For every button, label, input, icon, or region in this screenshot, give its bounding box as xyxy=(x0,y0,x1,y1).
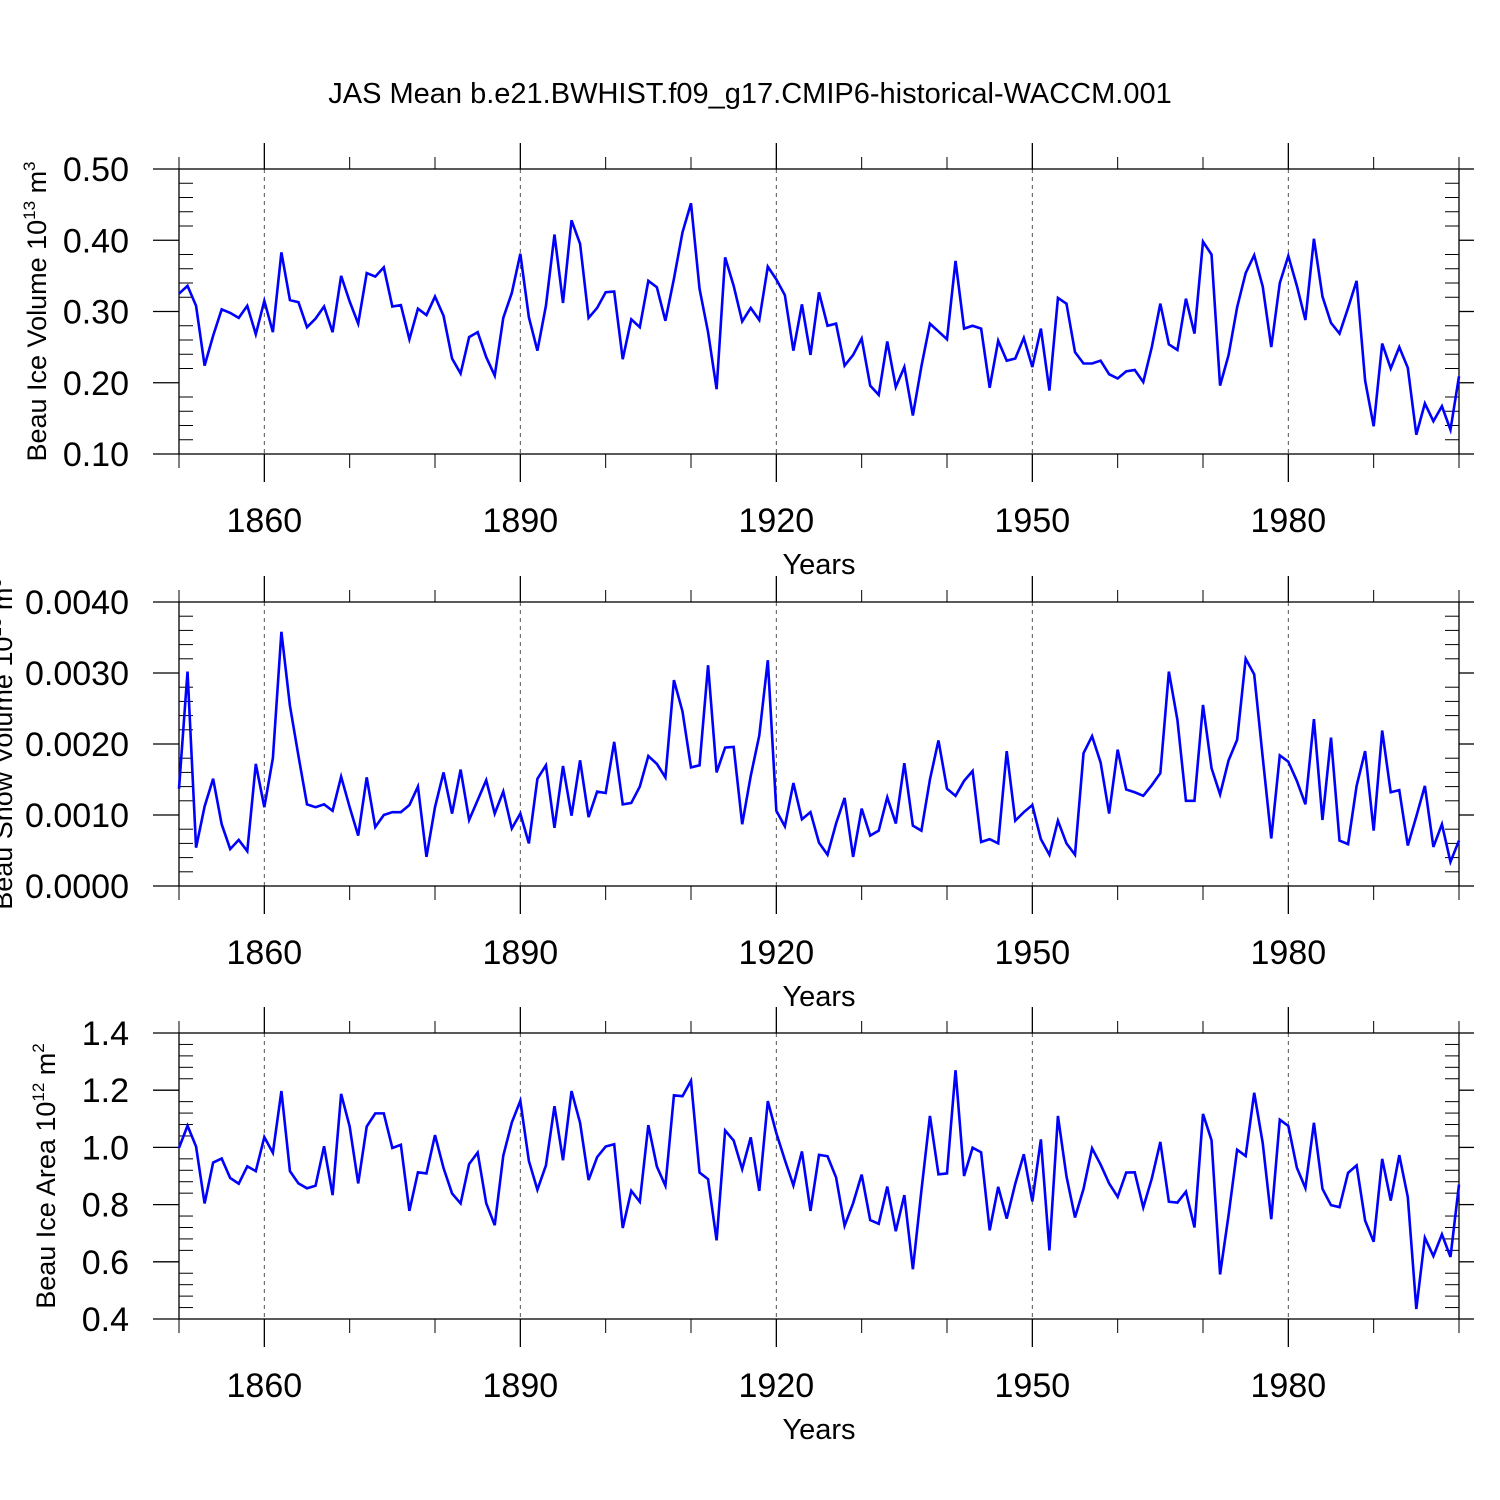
y-tick-label: 1.0 xyxy=(82,1129,129,1167)
x-tick-label: 1890 xyxy=(483,1367,559,1405)
y-tick-label: 0.30 xyxy=(63,294,129,332)
x-tick-label: 1920 xyxy=(739,934,815,972)
y-tick-label: 0.0020 xyxy=(25,726,129,764)
x-axis-label: Years xyxy=(782,549,855,581)
y-tick-label: 1.4 xyxy=(82,1015,129,1053)
y-tick-label: 0.4 xyxy=(82,1301,129,1339)
x-tick-label: 1980 xyxy=(1251,502,1327,540)
y-axis-label: Beau Ice Volume 1013 m3 xyxy=(20,161,52,461)
x-tick-label: 1890 xyxy=(483,934,559,972)
y-tick-label: 0.0040 xyxy=(25,584,129,622)
x-tick-label: 1980 xyxy=(1251,1367,1327,1405)
x-tick-label: 1890 xyxy=(483,502,559,540)
y-tick-label: 0.20 xyxy=(63,365,129,403)
x-tick-label: 1980 xyxy=(1251,934,1327,972)
plot-frame xyxy=(178,1032,1460,1320)
y-axis-label: Beau Snow Volume 1013 m3 xyxy=(0,578,18,910)
x-tick-label: 1920 xyxy=(739,502,815,540)
x-tick-label: 1920 xyxy=(739,1367,815,1405)
x-tick-label: 1950 xyxy=(995,934,1071,972)
y-tick-label: 0.0030 xyxy=(25,655,129,693)
y-tick-label: 0.10 xyxy=(63,436,129,474)
x-axis-label: Years xyxy=(782,981,855,1013)
x-tick-label: 1950 xyxy=(995,1367,1071,1405)
panel-3: 0.4 0.6 0.8 1.0 1.2 1.4 1860 1890 1920 1950 1980 Ye… xyxy=(29,1007,1474,1446)
panel-1: 0.10 0.20 0.30 0.40 0.50 1860 1890 1920 1950 1980… xyxy=(20,143,1474,581)
series-line xyxy=(178,202,1461,436)
x-tick-label: 1860 xyxy=(227,934,303,972)
x-axis-label: Years xyxy=(782,1414,855,1446)
series-line xyxy=(177,631,1461,867)
chart-title: JAS Mean b.e21.BWHIST.f09_g17.CMIP6-hist… xyxy=(328,78,1172,110)
y-tick-label: 0.8 xyxy=(82,1187,129,1225)
x-tick-label: 1950 xyxy=(995,502,1071,540)
y-tick-label: 0.0000 xyxy=(25,868,129,906)
x-tick-label: 1860 xyxy=(227,502,303,540)
y-tick-label: 0.50 xyxy=(63,151,129,189)
y-tick-label: 0.40 xyxy=(63,222,129,260)
y-tick-label: 0.0010 xyxy=(25,797,129,835)
y-tick-label: 1.2 xyxy=(82,1072,129,1110)
y-tick-label: 0.6 xyxy=(82,1244,129,1282)
y-axis-label: Beau Ice Area 1012 m2 xyxy=(29,1043,61,1309)
x-tick-label: 1860 xyxy=(227,1367,303,1405)
series-line xyxy=(177,1070,1461,1310)
panel-2: 0.0000 0.0010 0.0020 0.0030 0.0040 1860 1890 19… xyxy=(0,576,1474,1013)
